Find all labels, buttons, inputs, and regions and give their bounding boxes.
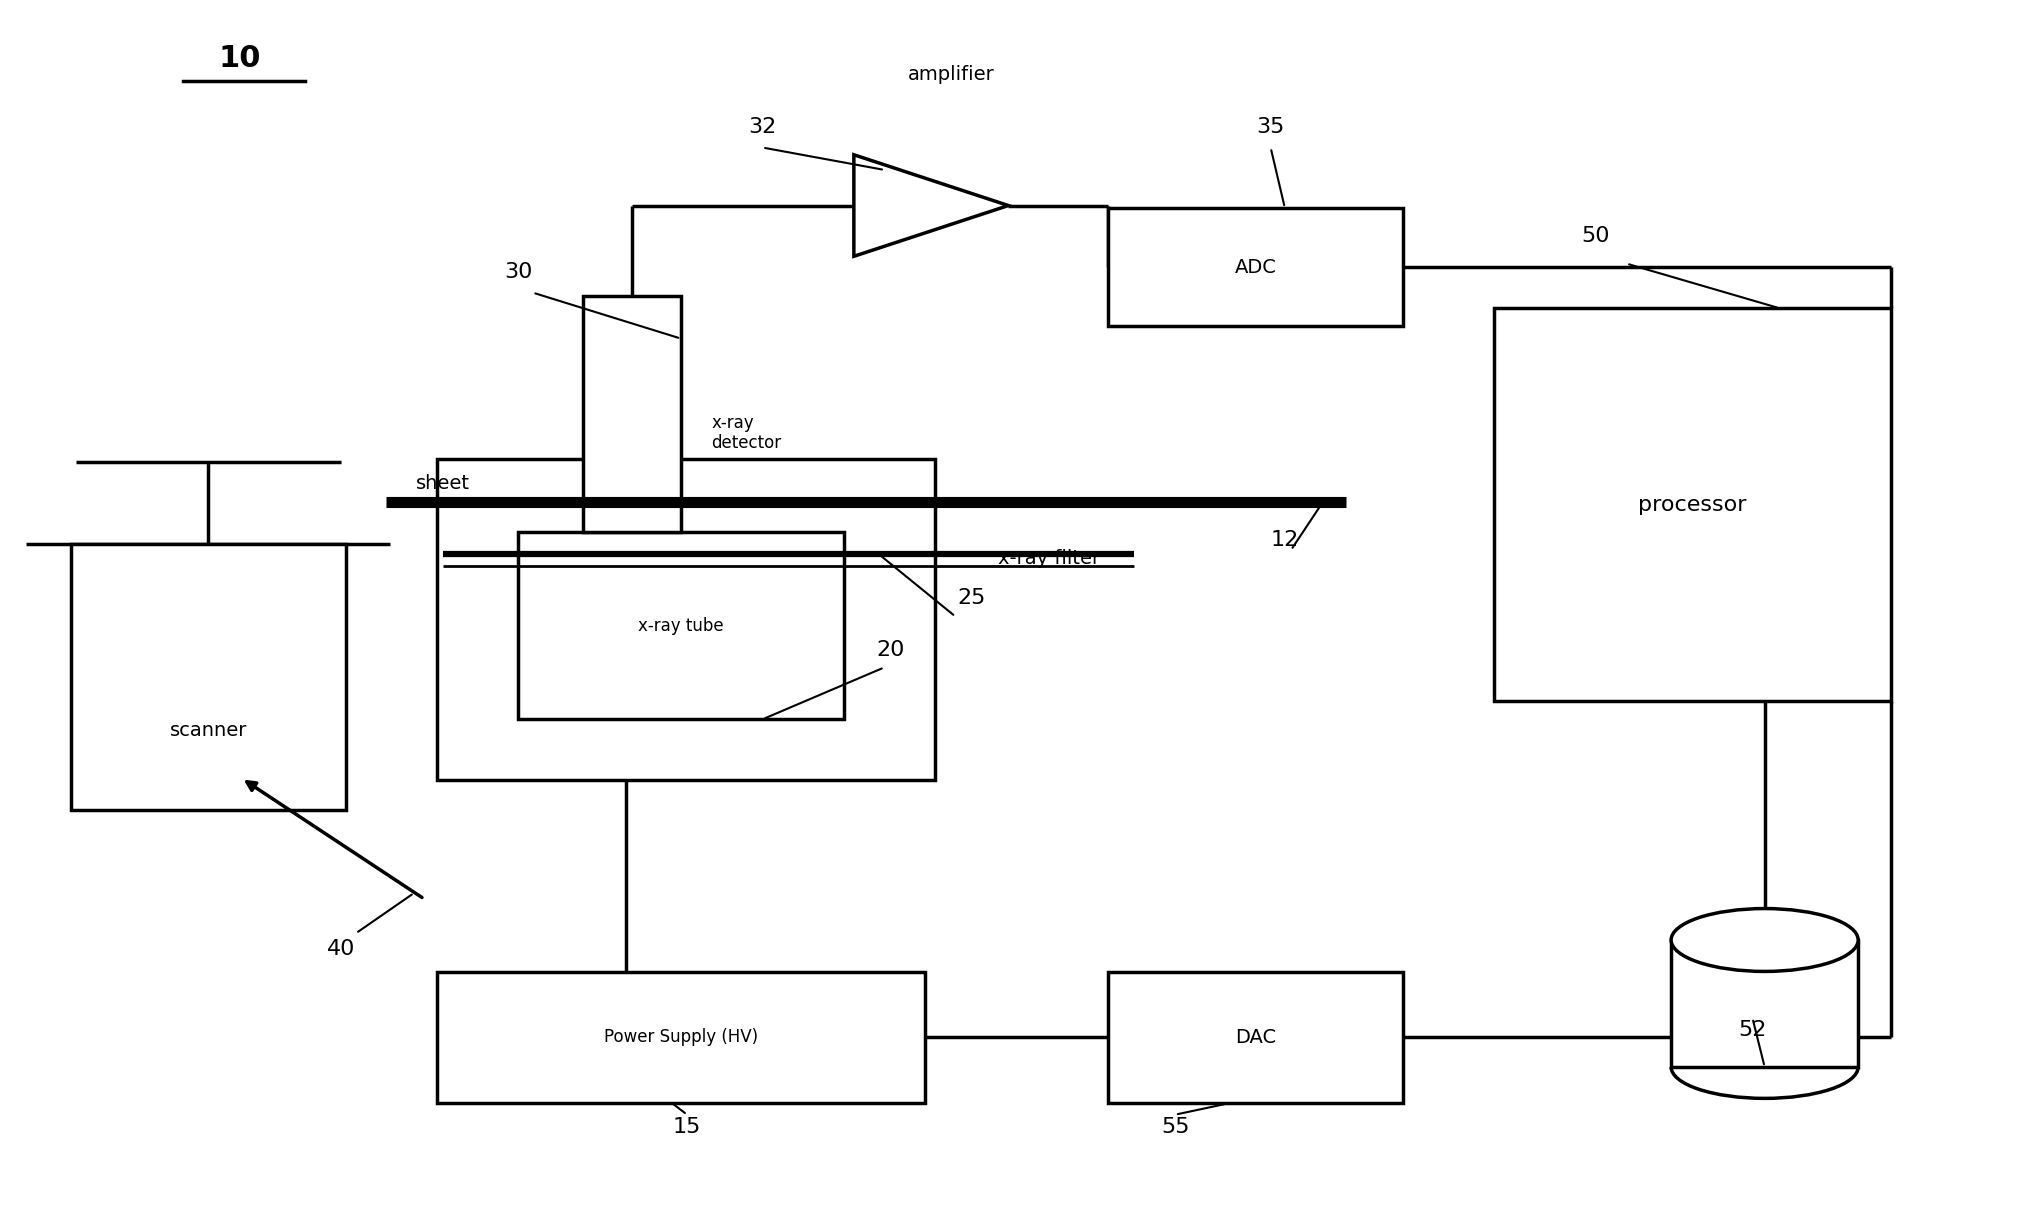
Ellipse shape: [1670, 909, 1857, 972]
Text: x-ray tube: x-ray tube: [638, 617, 723, 635]
Bar: [1670, 941, 1857, 1066]
Text: 30: 30: [504, 262, 532, 282]
Text: 25: 25: [957, 589, 986, 608]
Polygon shape: [853, 155, 1008, 256]
Bar: [437, 972, 925, 1103]
Text: 52: 52: [1737, 1020, 1766, 1040]
Text: DAC: DAC: [1233, 1028, 1276, 1047]
Bar: [71, 544, 345, 810]
Text: 55: 55: [1160, 1117, 1189, 1136]
Bar: [1107, 208, 1402, 326]
Text: 50: 50: [1581, 226, 1609, 245]
Text: 35: 35: [1256, 117, 1284, 137]
Text: 10: 10: [219, 44, 260, 73]
Text: 20: 20: [876, 641, 904, 660]
Text: 32: 32: [748, 117, 776, 137]
Text: amplifier: amplifier: [908, 65, 994, 85]
Text: 40: 40: [327, 939, 356, 959]
Text: 12: 12: [1270, 531, 1298, 550]
Bar: [1107, 972, 1402, 1103]
Bar: [1494, 308, 1890, 701]
Bar: [583, 296, 681, 532]
Text: scanner: scanner: [169, 721, 248, 740]
Text: 15: 15: [673, 1117, 701, 1136]
Text: x-ray filter: x-ray filter: [998, 549, 1099, 568]
Bar: [518, 532, 843, 719]
Text: Power Supply (HV): Power Supply (HV): [604, 1029, 758, 1046]
Text: x-ray
detector: x-ray detector: [711, 413, 780, 452]
Text: processor: processor: [1638, 494, 1745, 515]
Text: sheet: sheet: [417, 474, 469, 493]
Text: ADC: ADC: [1233, 258, 1276, 277]
Bar: [437, 459, 935, 780]
